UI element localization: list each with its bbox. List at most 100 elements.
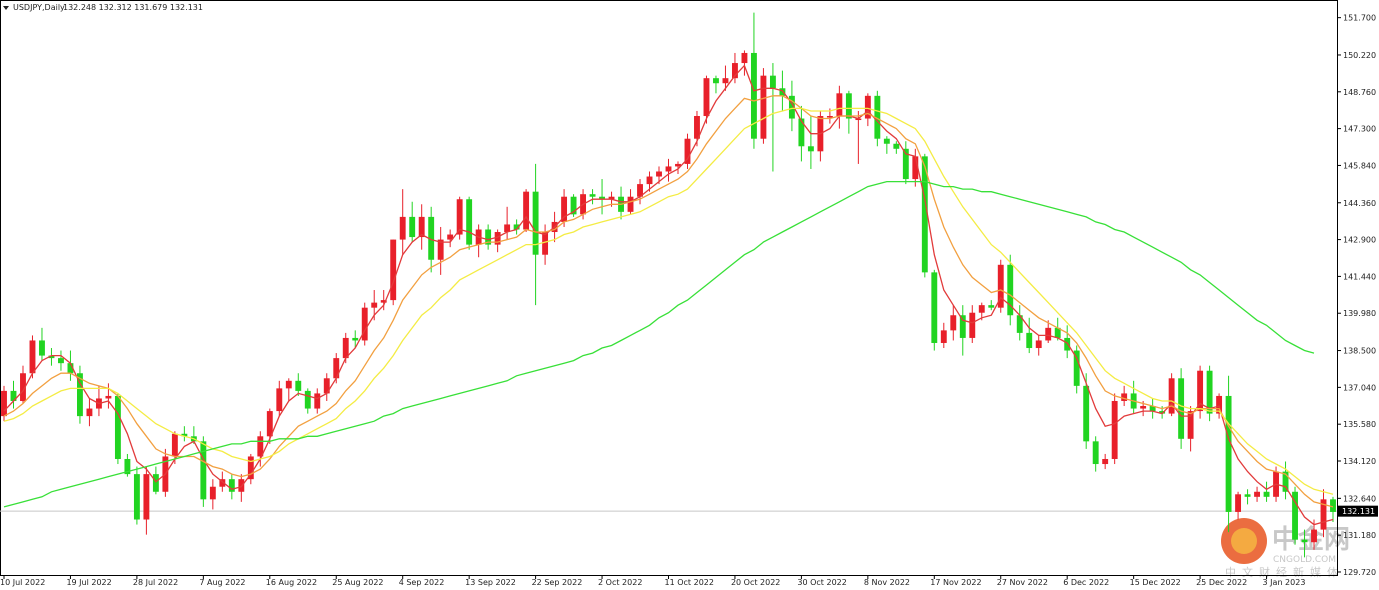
- candle: [418, 204, 425, 250]
- candle: [1149, 398, 1156, 419]
- candle-body: [665, 166, 672, 172]
- candle-body: [883, 138, 890, 144]
- candle-body: [380, 300, 387, 303]
- candle-body: [855, 118, 862, 121]
- candle-body: [342, 337, 349, 359]
- x-tick-label: 3 Jan 2023: [1263, 578, 1306, 587]
- y-tick-label: 134.120: [1343, 457, 1376, 466]
- candle-body: [494, 232, 501, 245]
- candle: [883, 136, 890, 154]
- candle: [276, 380, 283, 417]
- candle-body: [826, 116, 833, 118]
- watermark-brand: 中金网: [1272, 524, 1350, 555]
- candle: [760, 68, 767, 144]
- candle-body: [247, 456, 254, 480]
- candle: [969, 305, 976, 343]
- candle-body: [152, 474, 159, 492]
- candle-body: [542, 232, 549, 255]
- candle-body: [29, 340, 36, 374]
- candle-body: [105, 395, 112, 399]
- candle: [1225, 375, 1232, 533]
- candle-body: [77, 373, 83, 417]
- candle: [1026, 317, 1033, 354]
- candle-body: [788, 95, 795, 119]
- candle-body: [931, 272, 938, 343]
- candle-body: [902, 148, 909, 180]
- candle: [1301, 529, 1308, 558]
- candle-body: [1045, 327, 1052, 341]
- candle: [152, 466, 159, 495]
- candle-body: [238, 479, 245, 492]
- candle: [114, 393, 121, 465]
- candle: [1320, 489, 1327, 538]
- candle: [238, 474, 245, 502]
- candle: [86, 398, 93, 427]
- candle-body: [940, 330, 947, 343]
- candle: [295, 373, 302, 396]
- candle-body: [988, 305, 995, 308]
- x-tick-label: 19 Jul 2022: [66, 578, 111, 587]
- candle: [181, 426, 188, 442]
- candle-body: [656, 171, 662, 177]
- candle: [105, 383, 112, 409]
- candle-body: [950, 315, 957, 331]
- candle-body: [1263, 491, 1270, 497]
- candle-body: [703, 78, 710, 117]
- candle: [1292, 486, 1298, 545]
- candle: [523, 189, 530, 233]
- candle-body: [1292, 491, 1298, 540]
- candle-body: [1254, 491, 1260, 497]
- candle-body: [1178, 378, 1185, 439]
- candle: [58, 350, 64, 371]
- candle: [77, 365, 83, 424]
- candle: [485, 224, 492, 250]
- candle-body: [390, 239, 397, 301]
- candle: [257, 431, 264, 467]
- candle-body: [295, 380, 302, 391]
- candle: [20, 365, 26, 404]
- candle: [864, 93, 871, 127]
- candle-body: [304, 390, 311, 409]
- candle: [542, 224, 549, 265]
- chart-header: USDJPY,Daily 132.248 132.312 131.679 132…: [3, 3, 203, 12]
- candle: [1111, 393, 1118, 465]
- collapse-triangle-icon[interactable]: [3, 6, 9, 10]
- candle-body: [437, 239, 444, 260]
- y-tick-label: 148.760: [1343, 88, 1376, 97]
- candle: [1244, 489, 1251, 505]
- candle: [1254, 486, 1260, 502]
- candle-body: [1026, 332, 1033, 349]
- candle: [513, 219, 520, 235]
- candle-body: [314, 393, 321, 409]
- candle: [1054, 317, 1061, 341]
- candle-body: [371, 302, 378, 308]
- candle: [1083, 373, 1090, 449]
- candle-body: [807, 146, 814, 152]
- x-tick-label: 25 Aug 2022: [332, 578, 383, 587]
- candle-body: [1282, 471, 1289, 492]
- candle-body: [713, 78, 719, 84]
- current-price-label: 132.131: [1342, 507, 1375, 516]
- x-tick-label: 15 Dec 2022: [1130, 578, 1181, 587]
- candle: [1064, 325, 1071, 359]
- candle-body: [219, 479, 226, 487]
- candle: [29, 335, 36, 379]
- candle: [390, 239, 397, 306]
- candle: [950, 305, 957, 341]
- candle: [456, 196, 463, 240]
- candle-body: [323, 378, 330, 394]
- candle: [494, 229, 501, 253]
- candle-body: [124, 458, 131, 475]
- candle-body: [627, 196, 634, 212]
- candle: [589, 189, 596, 205]
- candle: [807, 116, 814, 169]
- candle-body: [1168, 378, 1175, 414]
- candle: [1, 385, 7, 422]
- candle-body: [333, 358, 340, 379]
- candle-body: [428, 216, 435, 260]
- candle-body: [447, 234, 454, 240]
- candle-body: [750, 52, 757, 139]
- candle-body: [352, 337, 359, 341]
- candle: [1330, 496, 1336, 523]
